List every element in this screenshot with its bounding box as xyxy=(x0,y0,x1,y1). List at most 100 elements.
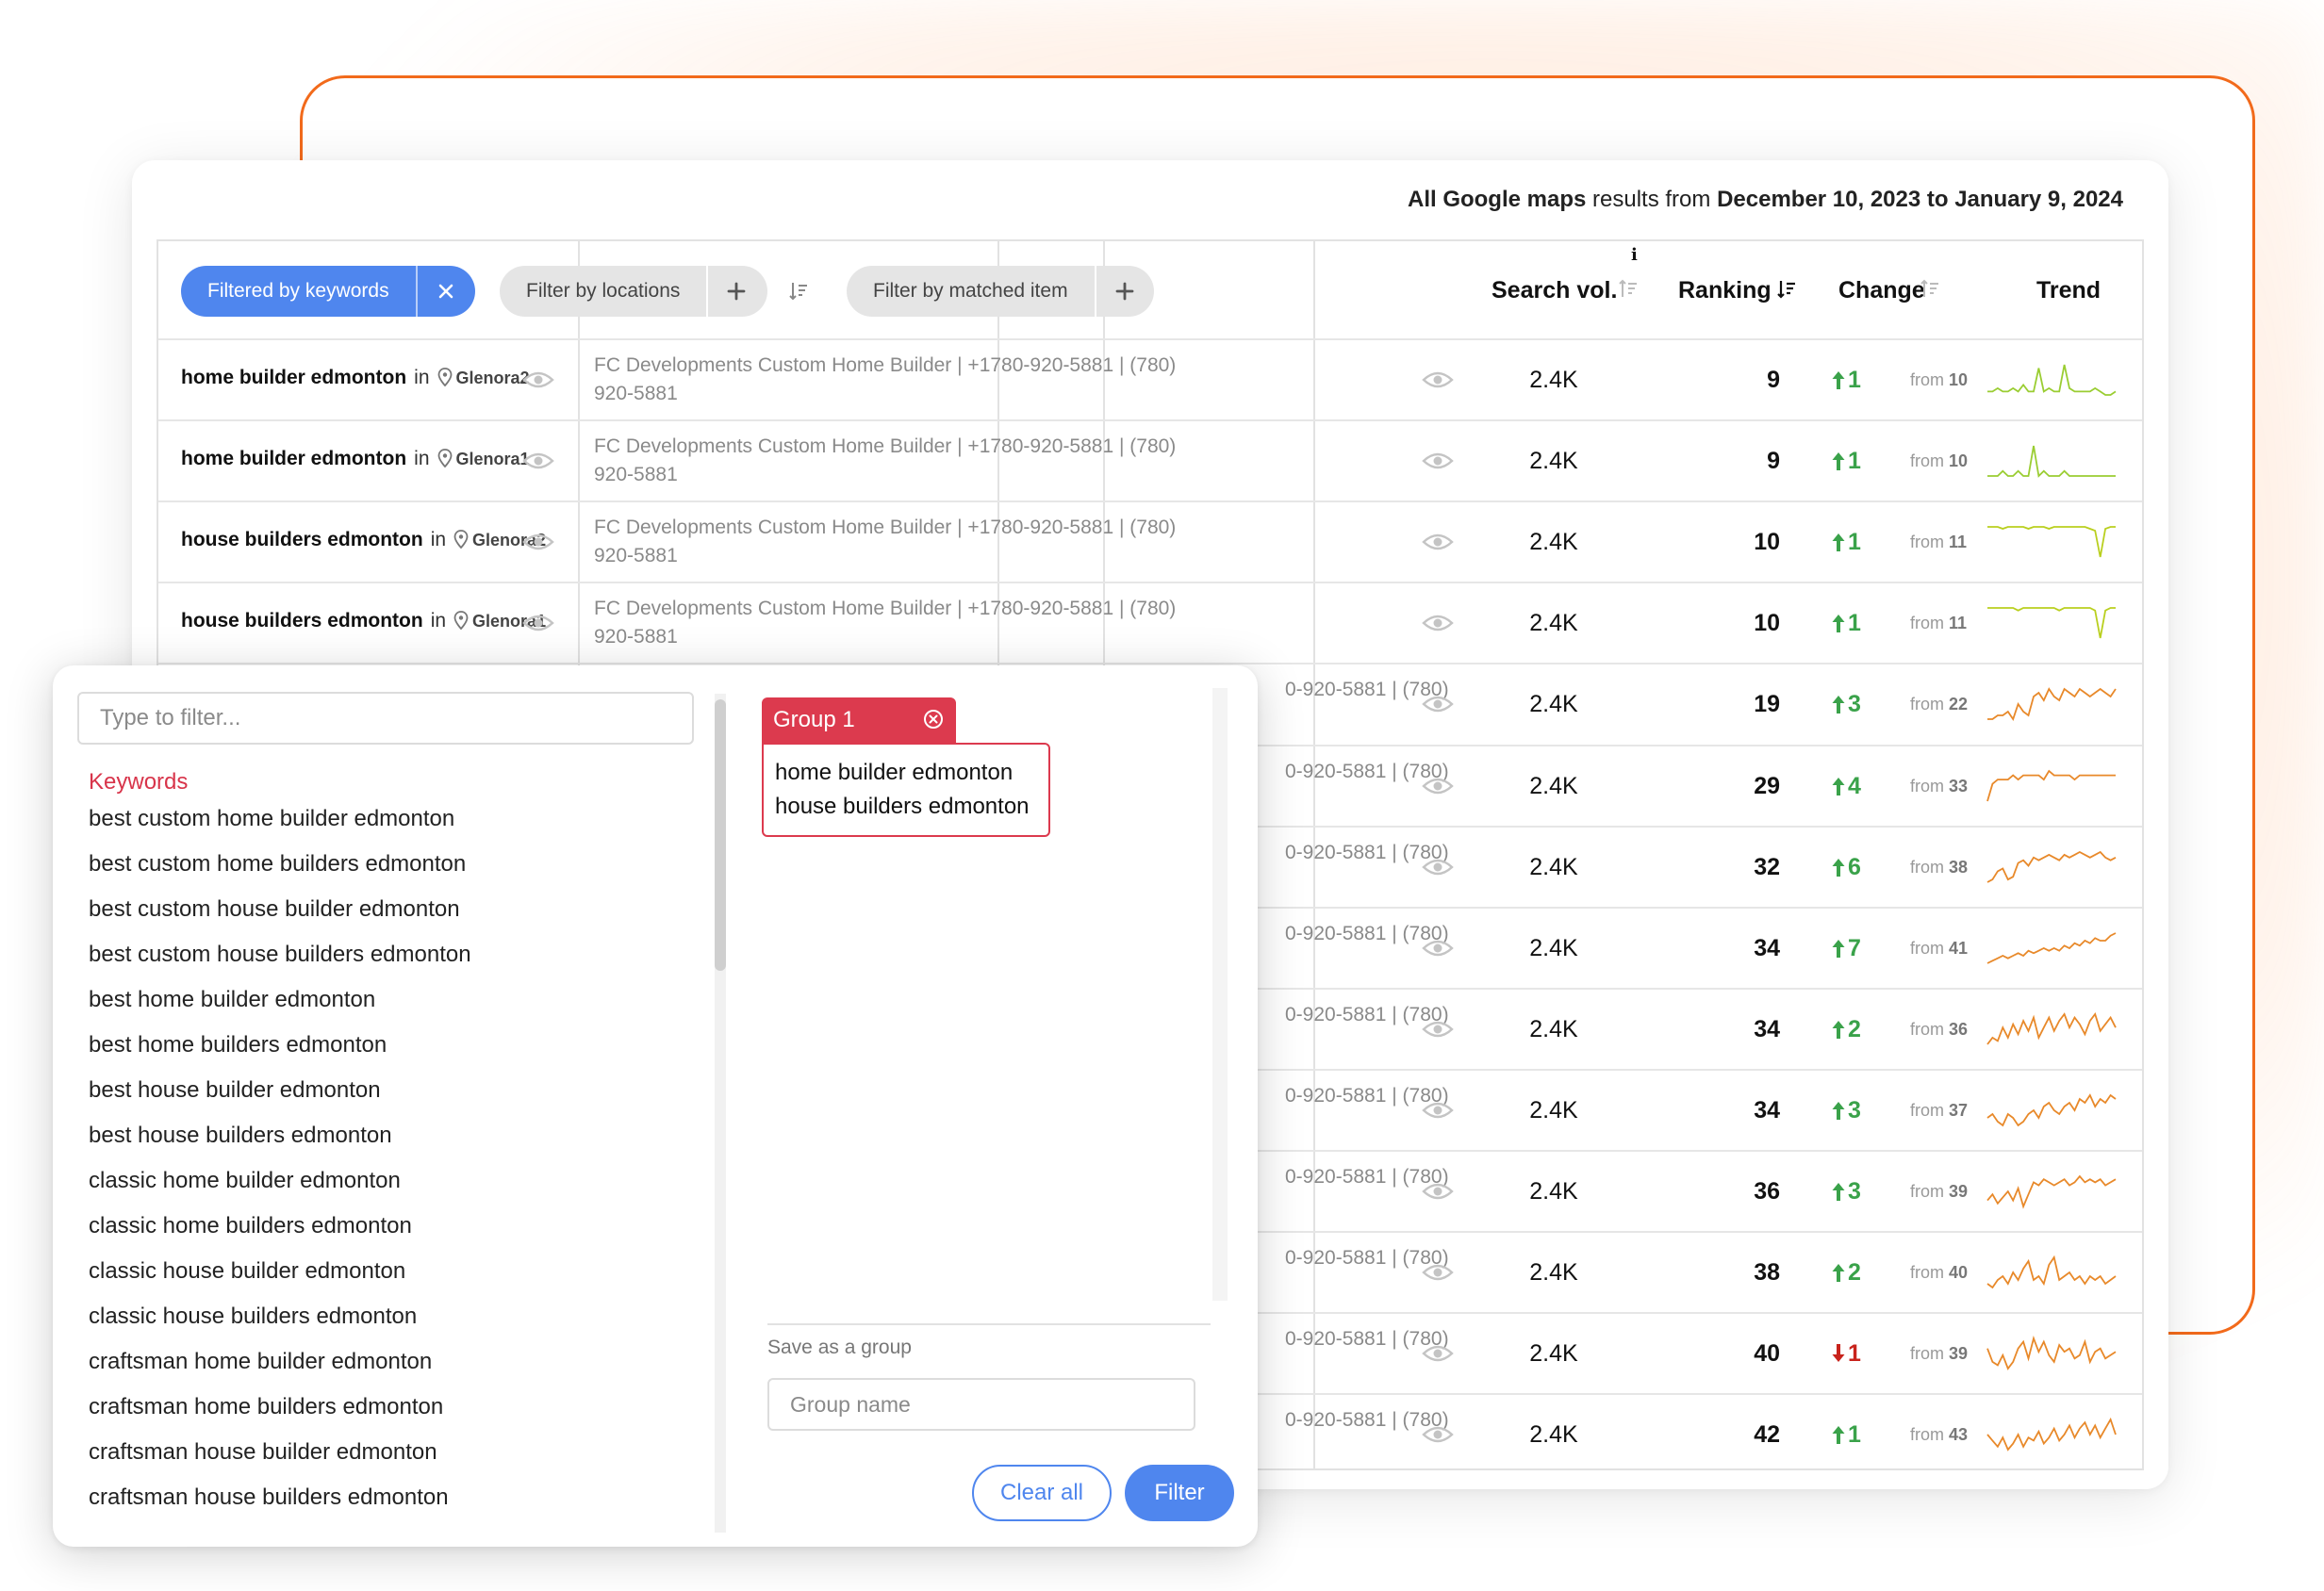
eye-icon[interactable] xyxy=(1422,1100,1454,1121)
from-label: from xyxy=(1910,1425,1944,1445)
matched-item-line: FC Developments Custom Home Builder | +1… xyxy=(594,435,1177,458)
trend-line xyxy=(1986,850,2117,883)
matched-item-filter-pill[interactable]: Filter by matched item xyxy=(847,266,1154,317)
info-icon[interactable]: i xyxy=(1631,245,1638,265)
remove-keyword-filter-button[interactable] xyxy=(418,266,474,317)
group-item[interactable]: home builder edmonton xyxy=(775,760,1014,785)
keyword-option[interactable]: best custom home builder edmonton xyxy=(89,806,455,831)
previous-rank: from 11 xyxy=(1910,533,1967,552)
from-label: from xyxy=(1910,370,1944,390)
change-value: 7 xyxy=(1848,934,1861,961)
header-date-range: December 10, 2023 to January 9, 2024 xyxy=(1717,187,2123,212)
previous-rank-value: 22 xyxy=(1949,695,1969,714)
scrollbar-track xyxy=(1212,688,1228,1301)
scrollbar-thumb[interactable] xyxy=(715,699,726,971)
group-item[interactable]: house builders edmonton xyxy=(775,794,1030,819)
eye-icon[interactable] xyxy=(1422,1019,1454,1040)
matched-item-line: FC Developments Custom Home Builder | +1… xyxy=(594,598,1177,620)
eye-icon[interactable] xyxy=(1422,532,1454,552)
eye-icon[interactable] xyxy=(522,613,554,633)
clear-all-button[interactable]: Clear all xyxy=(972,1465,1112,1521)
trend-line xyxy=(1986,1093,2117,1127)
eye-icon[interactable] xyxy=(1422,938,1454,959)
change-header[interactable]: Change xyxy=(1838,277,1925,303)
change-value: 1 xyxy=(1848,1421,1861,1449)
arrow-down-icon xyxy=(1832,1344,1845,1363)
group-tab[interactable]: Group 1 xyxy=(762,697,956,743)
filter-button[interactable]: Filter xyxy=(1125,1465,1234,1521)
keyword-option[interactable]: best home builder edmonton xyxy=(89,987,376,1012)
ranking-value: 42 xyxy=(1754,1421,1780,1449)
keyword-option[interactable]: craftsman house builders edmonton xyxy=(89,1484,449,1510)
change-value: 1 xyxy=(1848,1340,1861,1368)
divider xyxy=(767,1323,1211,1325)
eye-icon[interactable] xyxy=(1422,694,1454,714)
trend-line xyxy=(1986,1174,2117,1209)
trend-sparkline xyxy=(1986,931,2117,964)
change-value: 2 xyxy=(1848,1259,1861,1287)
keyword-option[interactable]: best house builder edmonton xyxy=(89,1077,381,1103)
keyword-option[interactable]: craftsman house builder edmonton xyxy=(89,1439,437,1465)
trend-line xyxy=(1986,769,2116,801)
eye-icon[interactable] xyxy=(522,532,554,552)
keyword-option[interactable]: best custom house builder edmonton xyxy=(89,896,460,922)
eye-icon[interactable] xyxy=(1422,1343,1454,1364)
matched-item-line: 920-5881 xyxy=(594,464,678,486)
search-volume-header[interactable]: Search vol. xyxy=(1492,277,1618,303)
location-filter-pill[interactable]: Filter by locations xyxy=(500,266,767,317)
eye-icon[interactable] xyxy=(1422,1424,1454,1445)
matched-item-cell: FC Developments Custom Home Builder | +1… xyxy=(594,352,1176,408)
sort-icon[interactable] xyxy=(1776,279,1797,300)
eye-icon[interactable] xyxy=(1422,613,1454,633)
from-label: from xyxy=(1910,614,1944,633)
add-matched-item-filter-button[interactable] xyxy=(1096,266,1153,317)
add-location-filter-button[interactable] xyxy=(708,266,765,317)
keyword-option[interactable]: best custom house builders edmonton xyxy=(89,942,471,967)
ranking-header[interactable]: Ranking xyxy=(1678,277,1772,303)
keyword-filter-pill[interactable]: Filtered by keywords xyxy=(181,266,475,317)
plus-icon xyxy=(728,282,746,301)
matched-item-line: 0-920-5881 | (780) xyxy=(1285,679,1449,701)
eye-icon[interactable] xyxy=(1422,857,1454,878)
search-volume-value: 2.4K xyxy=(1529,1259,1578,1287)
trend-sparkline xyxy=(1987,687,2117,722)
trend-sparkline xyxy=(1986,1011,2117,1045)
keyword-option[interactable]: classic home builders edmonton xyxy=(89,1213,412,1238)
eye-icon[interactable] xyxy=(1422,369,1454,390)
arrow-up-icon xyxy=(1832,696,1845,714)
eye-icon[interactable] xyxy=(1422,451,1454,471)
keyword-text: home builder edmonton xyxy=(181,448,407,470)
keyword-option[interactable]: classic home builder edmonton xyxy=(89,1168,401,1193)
search-volume-value: 2.4K xyxy=(1529,853,1578,880)
keyword-option[interactable]: best custom home builders edmonton xyxy=(89,851,467,877)
keyword-option[interactable]: best home builders edmonton xyxy=(89,1032,387,1058)
trend-sparkline xyxy=(1986,1336,2117,1371)
sort-icon[interactable] xyxy=(788,281,809,302)
previous-rank: from 33 xyxy=(1910,777,1968,796)
eye-icon[interactable] xyxy=(1422,1262,1454,1283)
ranking-value: 10 xyxy=(1754,529,1780,556)
keyword-option[interactable]: craftsman home builder edmonton xyxy=(89,1349,433,1374)
location-pin-icon xyxy=(453,611,469,631)
group-name-input[interactable] xyxy=(767,1378,1195,1431)
close-circle-icon[interactable] xyxy=(922,708,945,730)
eye-icon[interactable] xyxy=(1422,1181,1454,1202)
sort-icon[interactable] xyxy=(1618,279,1639,300)
header-middle: results from xyxy=(1586,187,1718,212)
keyword-search-input[interactable] xyxy=(77,692,694,745)
eye-icon[interactable] xyxy=(522,369,554,390)
keyword-option[interactable]: classic house builder edmonton xyxy=(89,1258,406,1284)
keyword-option[interactable]: craftsman home builders edmonton xyxy=(89,1394,444,1419)
sort-icon[interactable] xyxy=(1920,279,1940,300)
change-value: 3 xyxy=(1848,1178,1861,1206)
keyword-option[interactable]: classic house builders edmonton xyxy=(89,1304,418,1329)
search-volume-value: 2.4K xyxy=(1529,934,1578,961)
eye-icon[interactable] xyxy=(522,451,554,471)
eye-icon[interactable] xyxy=(1422,776,1454,796)
keyword-option[interactable]: best house builders edmonton xyxy=(89,1123,392,1148)
matched-item-cell: 0-920-5881 | (780) xyxy=(1285,920,1449,948)
search-volume-value: 2.4K xyxy=(1529,1178,1578,1206)
ranking-value: 34 xyxy=(1754,934,1780,961)
matched-item-line: 0-920-5881 | (780) xyxy=(1285,922,1449,944)
ranking-value: 40 xyxy=(1754,1340,1780,1368)
